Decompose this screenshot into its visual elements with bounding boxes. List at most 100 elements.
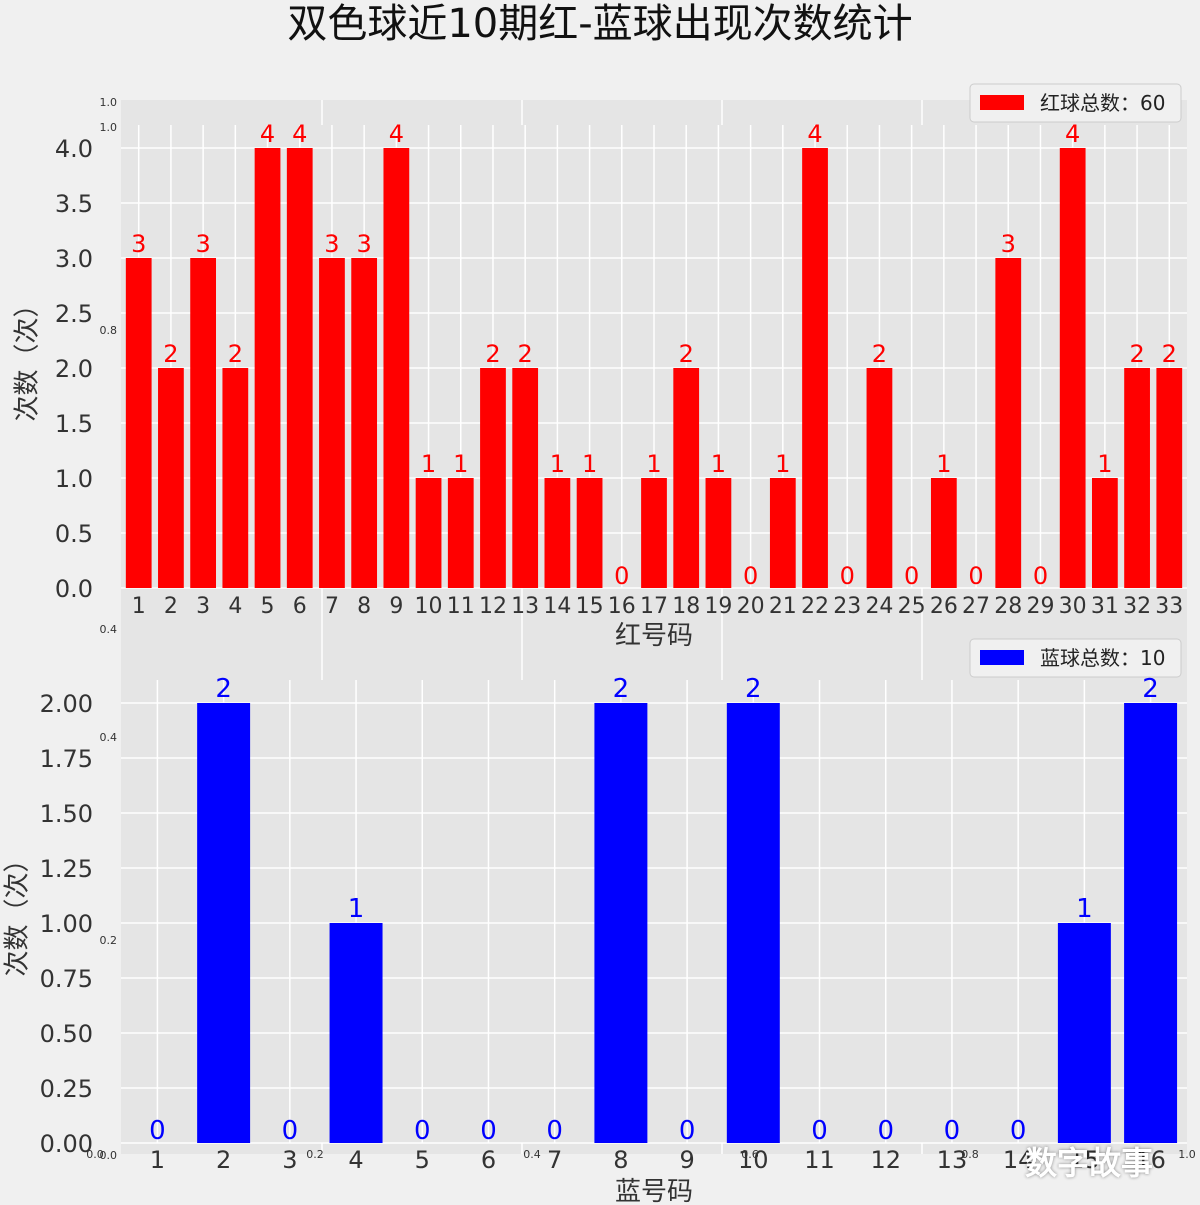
blue-y-tick-label: 2.00 xyxy=(40,690,93,718)
red-y-tick-label: 0.5 xyxy=(55,520,93,548)
red-x-tick-label: 1 xyxy=(132,594,146,619)
red-x-tick-label: 3 xyxy=(196,594,210,619)
red-x-tick-label: 26 xyxy=(930,594,958,619)
red-bar-value-label: 3 xyxy=(131,230,146,258)
red-bar xyxy=(190,258,217,588)
red-x-tick-label: 20 xyxy=(737,594,765,619)
blue-bar-value-label: 2 xyxy=(1142,674,1159,704)
blue-bar-value-label: 1 xyxy=(1076,894,1093,924)
red-x-tick-label: 33 xyxy=(1155,594,1183,619)
blue-x-tick-label: 3 xyxy=(282,1146,297,1174)
red-x-tick-label: 21 xyxy=(769,594,797,619)
red-bar-value-label: 3 xyxy=(1001,230,1016,258)
red-x-tick-label: 29 xyxy=(1026,594,1054,619)
blue-axes-background xyxy=(121,680,1187,1143)
red-bar-value-label: 2 xyxy=(518,340,533,368)
red-bar-value-label: 2 xyxy=(1129,340,1144,368)
red-bar-value-label: 1 xyxy=(646,450,661,478)
red-legend-swatch xyxy=(980,95,1024,110)
red-bar-value-label: 2 xyxy=(228,340,243,368)
blue-y-tick-label: 0.00 xyxy=(40,1130,93,1158)
red-x-tick-label: 27 xyxy=(962,594,990,619)
underlay-x-tick-label: 1.0 xyxy=(1178,1148,1196,1161)
blue-y-tick-label: 0.50 xyxy=(40,1020,93,1048)
red-bar xyxy=(866,368,893,588)
red-bar xyxy=(158,368,184,588)
red-bar-value-label: 0 xyxy=(904,562,919,590)
red-x-tick-label: 4 xyxy=(228,594,242,619)
blue-bar xyxy=(594,703,648,1143)
red-y-tick-label: 3.5 xyxy=(55,190,93,218)
watermark: 数字故事 xyxy=(1025,1144,1154,1182)
red-bar-value-label: 1 xyxy=(550,450,565,478)
red-bar xyxy=(1059,148,1086,588)
blue-y-tick-label: 1.75 xyxy=(40,745,93,773)
blue-x-tick-label: 4 xyxy=(348,1146,363,1174)
blue-x-tick-label: 8 xyxy=(613,1146,628,1174)
red-x-tick-label: 14 xyxy=(543,594,571,619)
blue-x-tick-label: 2 xyxy=(216,1146,231,1174)
red-x-tick-label: 12 xyxy=(479,594,507,619)
blue-x-tick-label: 15 xyxy=(1069,1146,1100,1174)
blue-y-tick-label: 1.25 xyxy=(40,855,93,883)
red-bar xyxy=(802,148,828,588)
red-bar-value-label: 3 xyxy=(357,230,372,258)
red-y-tick-label: 4.0 xyxy=(55,135,93,163)
blue-legend-swatch xyxy=(980,650,1024,665)
blue-bar-value-label: 2 xyxy=(613,674,630,704)
blue-x-tick-label: 9 xyxy=(679,1146,694,1174)
blue-bar-value-label: 0 xyxy=(877,1116,894,1146)
blue-x-tick-label: 11 xyxy=(804,1146,835,1174)
blue-bar-value-label: 0 xyxy=(811,1116,828,1146)
red-x-tick-label: 9 xyxy=(389,594,403,619)
red-bar-value-label: 2 xyxy=(679,340,694,368)
red-bar-value-label: 0 xyxy=(840,562,855,590)
red-bar xyxy=(383,148,410,588)
red-bar xyxy=(641,478,667,588)
red-bar-value-label: 1 xyxy=(711,450,726,478)
red-bar xyxy=(1091,478,1118,588)
red-bar-value-label: 4 xyxy=(292,120,307,148)
blue-x-tick-label: 12 xyxy=(870,1146,901,1174)
red-bar-value-label: 1 xyxy=(775,450,790,478)
red-x-tick-label: 30 xyxy=(1059,594,1087,619)
underlay-x-tick-label: 0.0 xyxy=(86,1148,104,1161)
underlay-x-tick-label: 0.4 xyxy=(523,1148,541,1161)
red-x-tick-label: 7 xyxy=(325,594,339,619)
red-y-tick-label: 2.5 xyxy=(55,300,93,328)
blue-bar-value-label: 0 xyxy=(282,1116,299,1146)
red-bar-value-label: 0 xyxy=(968,562,983,590)
red-x-tick-label: 23 xyxy=(833,594,861,619)
underlay-x-tick-label: 0.6 xyxy=(741,1148,759,1161)
red-x-tick-label: 24 xyxy=(865,594,893,619)
blue-bar xyxy=(726,703,780,1143)
blue-bar xyxy=(197,703,251,1143)
red-bar-value-label: 1 xyxy=(936,450,951,478)
red-x-tick-label: 8 xyxy=(357,594,371,619)
red-bar xyxy=(351,258,378,588)
blue-bar-value-label: 2 xyxy=(745,674,762,704)
chart-title: 双色球近10期红-蓝球出现次数统计 xyxy=(287,1,913,47)
red-x-tick-label: 10 xyxy=(415,594,443,619)
red-y-axis-label: 次数（次） xyxy=(13,291,43,421)
red-bar-value-label: 1 xyxy=(453,450,468,478)
red-bar xyxy=(1124,368,1150,588)
red-bar-value-label: 1 xyxy=(1097,450,1112,478)
red-bar-value-label: 3 xyxy=(324,230,339,258)
blue-bar xyxy=(329,923,383,1143)
red-x-tick-label: 22 xyxy=(801,594,829,619)
red-bar xyxy=(769,478,796,588)
blue-bar-value-label: 0 xyxy=(149,1116,166,1146)
red-y-tick-label: 0.0 xyxy=(55,575,93,603)
red-x-tick-label: 2 xyxy=(164,594,178,619)
underlay-x-tick-label: 0.8 xyxy=(961,1148,979,1161)
blue-x-axis-label: 蓝号码 xyxy=(615,1177,693,1205)
red-x-tick-label: 32 xyxy=(1123,594,1151,619)
underlay-y-tick-label: 0.0 xyxy=(100,1149,118,1162)
red-x-tick-label: 25 xyxy=(898,594,926,619)
red-x-tick-label: 16 xyxy=(608,594,636,619)
red-legend-box xyxy=(969,83,1182,123)
red-y-tick-label: 1.0 xyxy=(55,465,93,493)
blue-x-tick-label: 16 xyxy=(1135,1146,1166,1174)
